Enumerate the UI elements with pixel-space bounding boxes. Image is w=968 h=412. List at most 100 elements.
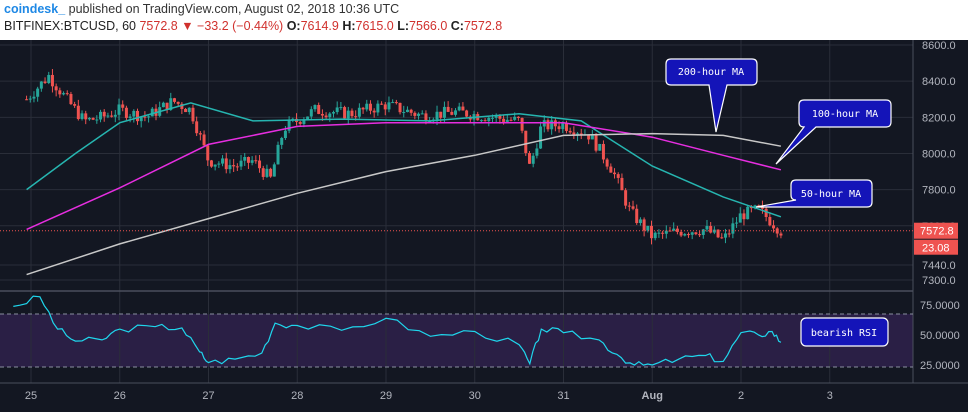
callout-bearish-rsi[interactable]: bearish RSI (800, 317, 889, 347)
candle-down (102, 111, 106, 117)
candle-up (590, 134, 594, 140)
candle-up (39, 81, 43, 89)
candle-down (635, 208, 639, 224)
candle-up (335, 107, 339, 113)
callout-text: 100-hour MA (812, 109, 878, 120)
candle-down (172, 98, 176, 102)
candle-up (302, 119, 306, 124)
candle-up (328, 113, 332, 118)
time-tick-label: 25 (25, 390, 37, 402)
candle-down (54, 86, 58, 91)
candle-down (698, 234, 702, 236)
candle-up (62, 93, 66, 95)
candle-down (84, 113, 88, 120)
candle-down (258, 160, 262, 169)
ma-50-line (26, 102, 782, 218)
candle-up (95, 119, 99, 121)
callout-200-hour-ma[interactable]: 200-hour MA (665, 58, 758, 133)
candle-down (206, 145, 210, 161)
candle-down (235, 166, 239, 168)
candle-up (132, 110, 136, 117)
candle-up (306, 116, 310, 120)
candle-up (139, 116, 143, 122)
candle-up (47, 74, 51, 84)
candle-up (657, 232, 661, 234)
close-value: 7572.8 (463, 19, 503, 33)
price-change: −33.2 (−0.44%) (197, 19, 284, 33)
candle-down (136, 110, 139, 122)
candle-up (228, 165, 232, 170)
last-price: 7572.8 (139, 19, 178, 33)
price-tick-label: 8400.0 (922, 76, 956, 88)
callout-text: 50-hour MA (801, 189, 861, 200)
candle-down (143, 116, 147, 118)
price-chart[interactable]: 8600.08400.08200.08000.07800.07600.07440… (0, 40, 968, 412)
candle-up (690, 232, 694, 235)
candle-up (435, 111, 439, 120)
price-tick-label: 8600.0 (922, 40, 956, 52)
ma-100-line (26, 121, 782, 231)
candle-up (80, 113, 84, 120)
candle-up (147, 116, 151, 118)
last-price-tag (914, 222, 958, 239)
coindesk-logo[interactable]: coindesk (4, 2, 59, 16)
symbol-label[interactable]: BITFINEX:BTCUSD, 60 (4, 19, 136, 33)
candle-up (738, 213, 742, 223)
candle-up (309, 109, 313, 117)
candle-down (368, 103, 372, 111)
candle-up (276, 144, 280, 165)
candle-down (527, 153, 531, 164)
candle-down (686, 234, 690, 236)
candle-down (121, 104, 125, 108)
high-value: 7615.0 (355, 19, 394, 33)
callout-box (665, 58, 758, 133)
candle-up (746, 206, 750, 220)
candle-up (417, 113, 421, 116)
candle-down (594, 134, 598, 151)
published-text: published on TradingView.com, August 02,… (68, 2, 400, 16)
candle-up (420, 113, 424, 115)
candle-down (520, 117, 524, 131)
candle-down (110, 115, 114, 117)
candle-down (176, 101, 180, 104)
candle-down (398, 102, 402, 113)
time-tick-label: 29 (380, 390, 392, 402)
candle-down (524, 130, 528, 154)
candle-down (413, 112, 417, 116)
candle-down (246, 156, 250, 163)
candle-down (165, 102, 169, 110)
candle-down (483, 120, 487, 122)
price-pane[interactable] (0, 40, 913, 290)
candle-up (99, 111, 103, 120)
rsi-line-group (13, 295, 782, 366)
candle-up (638, 219, 642, 224)
candle-down (568, 130, 572, 133)
callout-box (755, 179, 873, 208)
candle-down (372, 110, 376, 113)
candle-down (502, 118, 506, 122)
candle-down (779, 233, 783, 236)
callout-100-hour-ma[interactable]: 100-hour MA (775, 99, 892, 165)
candle-up (535, 148, 539, 156)
candle-down (616, 174, 620, 178)
candle-down (587, 134, 591, 140)
candle-down (498, 115, 502, 119)
ohlc-line: BITFINEX:BTCUSD, 60 7572.8 ▼ −33.2 (−0.4… (4, 19, 502, 33)
callout-50-hour-ma[interactable]: 50-hour MA (755, 179, 873, 208)
candle-down (609, 166, 613, 173)
time-tick-label: 30 (469, 390, 481, 402)
candle-down (343, 107, 347, 119)
candle-up (664, 230, 668, 234)
candle-down (383, 104, 387, 110)
candle-up (339, 107, 343, 109)
candle-down (394, 102, 398, 104)
candle-down (579, 133, 583, 136)
callout-text: 200-hour MA (678, 67, 744, 78)
candle-up (128, 116, 132, 118)
candle-up (646, 225, 650, 231)
candle-up (117, 104, 121, 115)
candle-up (457, 106, 461, 111)
callout-box (800, 317, 889, 347)
candle-up (376, 103, 380, 113)
candle-up (505, 119, 509, 122)
